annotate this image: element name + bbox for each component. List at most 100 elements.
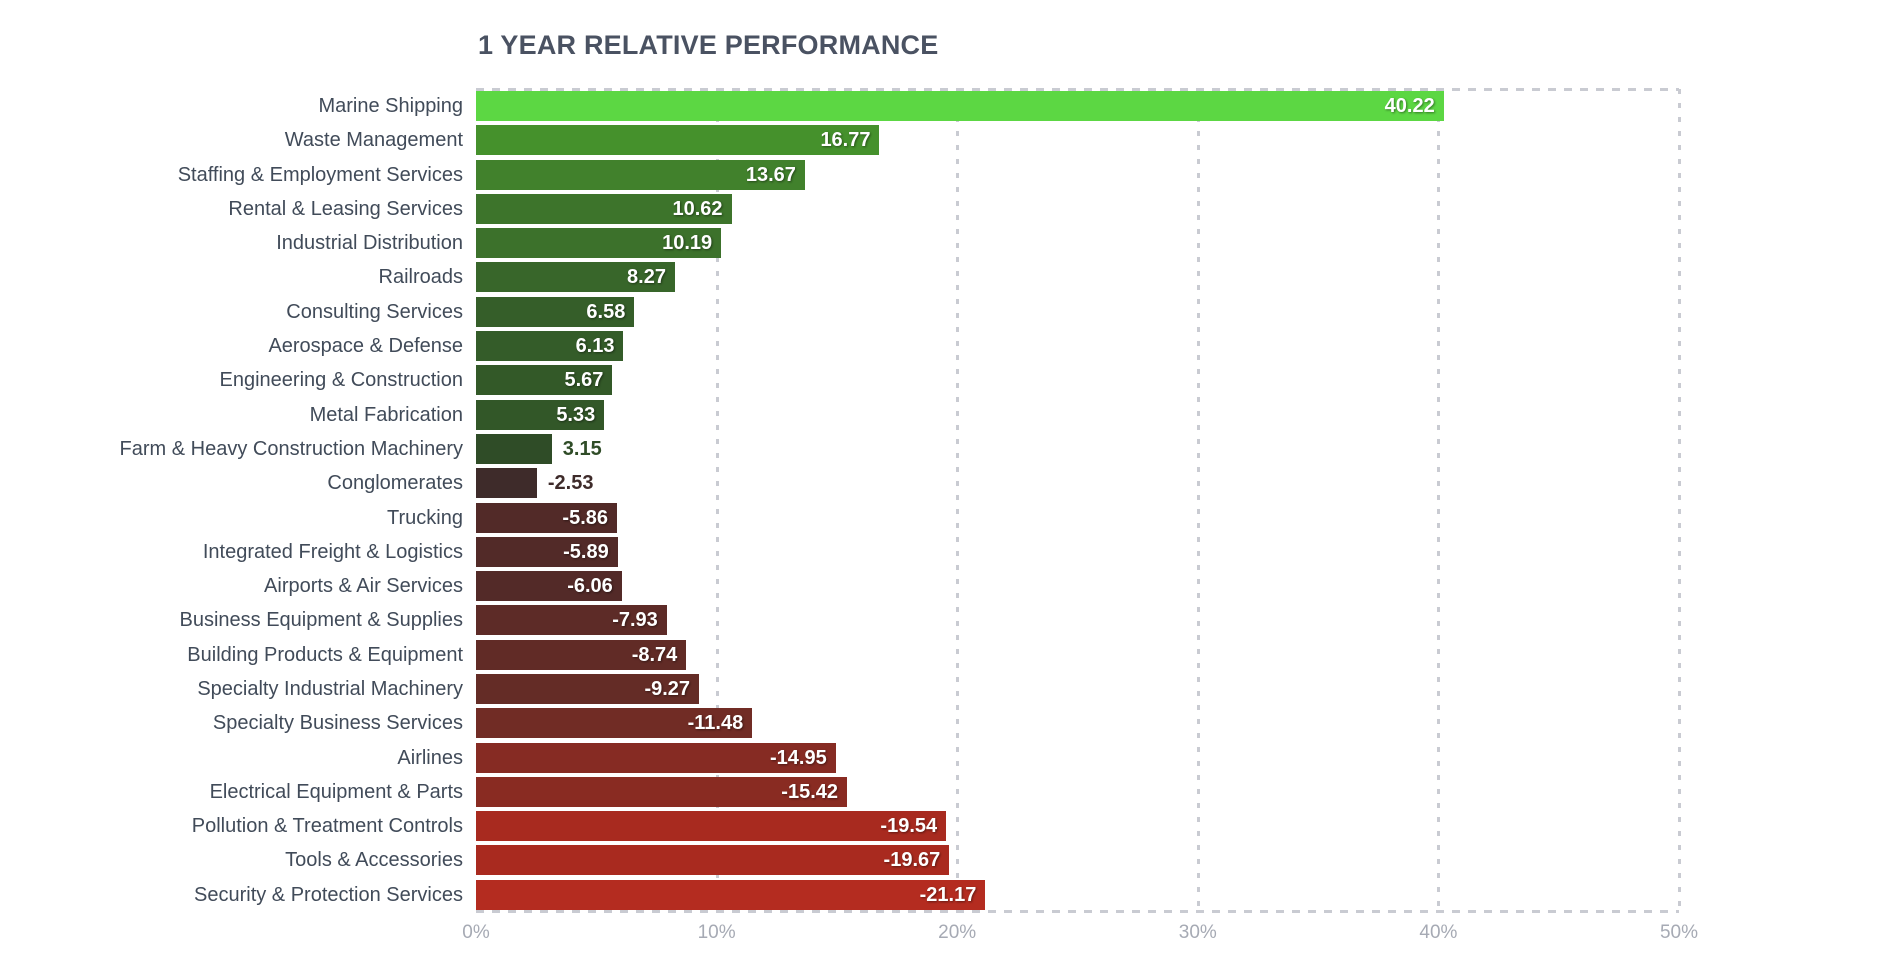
x-tick-label: 40%: [1419, 922, 1458, 943]
category-label: Specialty Industrial Machinery: [197, 677, 463, 700]
value-label: 13.67: [745, 163, 796, 186]
category-label: Farm & Heavy Construction Machinery: [119, 437, 463, 460]
bar[interactable]: [476, 399, 605, 430]
x-axis: 0% 10% 20% 30% 40% 50%: [462, 922, 1698, 952]
bar[interactable]: [476, 262, 675, 293]
category-label: Engineering & Construction: [219, 369, 463, 392]
bar-row: Airlines -14.95: [397, 741, 1679, 775]
x-tick-label: 20%: [938, 922, 977, 943]
bar[interactable]: [476, 845, 950, 876]
value-label: 5.67: [564, 369, 604, 392]
bar-row: Farm & Heavy Construction Machinery 3.15: [120, 432, 1679, 466]
bar[interactable]: [476, 296, 635, 327]
value-label: 6.13: [575, 335, 615, 358]
value-label: 10.62: [672, 197, 723, 220]
value-label: -8.74: [631, 643, 678, 666]
bar-row: Engineering & Construction 5.67: [220, 363, 1679, 397]
value-label: -14.95: [769, 746, 827, 769]
plot-area: Marine Shipping 40.22 Waste Management 16.7…: [120, 88, 1681, 913]
value-label: 6.58: [586, 300, 626, 323]
bar-row: Electrical Equipment & Parts -15.42: [210, 775, 1679, 809]
bar[interactable]: [476, 193, 732, 224]
category-label: Metal Fabrication: [309, 403, 463, 426]
bar-row: Building Products & Equipment -8.74: [187, 638, 1679, 672]
bar-row: Integrated Freight & Logistics -5.89: [203, 535, 1679, 569]
bar[interactable]: [476, 502, 617, 533]
bar[interactable]: [476, 433, 552, 464]
category-label: Tools & Accessories: [285, 849, 463, 872]
value-label: -6.06: [567, 575, 613, 598]
bar-row: Railroads 8.27: [379, 260, 1679, 294]
category-label: Staffing & Employment Services: [177, 163, 463, 186]
bar-row: Specialty Industrial Machinery -9.27: [197, 672, 1679, 706]
category-label: Airports & Air Services: [264, 575, 463, 598]
gridline-20: [956, 89, 960, 912]
category-label: Airlines: [397, 746, 463, 769]
bar-row: Specialty Business Services -11.48: [213, 706, 1679, 740]
value-label: 5.33: [556, 403, 596, 426]
bar-row: Waste Management 16.77: [285, 123, 1679, 157]
category-label: Rental & Leasing Services: [228, 197, 463, 220]
value-label: -2.53: [547, 472, 594, 495]
category-label: Specialty Business Services: [212, 712, 463, 735]
category-label: Pollution & Treatment Controls: [191, 815, 463, 838]
bar-row: Aerospace & Defense 6.13: [268, 329, 1679, 363]
value-label: 10.19: [662, 232, 713, 255]
value-label: 3.15: [562, 437, 602, 460]
x-tick-label: 30%: [1178, 922, 1217, 943]
gridline-40: [1437, 89, 1441, 912]
bar[interactable]: [476, 639, 687, 670]
bar-row: Staffing & Employment Services 13.67: [178, 158, 1679, 192]
bar[interactable]: [476, 571, 622, 602]
bar-row: Tools & Accessories -19.67: [285, 843, 1679, 877]
bar[interactable]: [476, 776, 847, 807]
bar[interactable]: [476, 365, 613, 396]
bar-row: Consulting Services 6.58: [286, 295, 1679, 329]
category-label: Trucking: [387, 506, 463, 529]
bar[interactable]: [476, 811, 947, 842]
category-label: Railroads: [378, 266, 463, 289]
gridline-30: [1196, 89, 1200, 912]
x-tick-label: 10%: [697, 922, 736, 943]
value-label: 16.77: [820, 129, 871, 152]
bar[interactable]: [476, 605, 667, 636]
value-label: -19.67: [883, 849, 941, 872]
category-label: Waste Management: [284, 129, 463, 152]
value-label: -11.48: [687, 712, 744, 735]
value-label: -7.93: [612, 609, 658, 632]
x-tick-label: 50%: [1659, 922, 1699, 943]
bar[interactable]: [476, 708, 753, 739]
x-tick-label: 0%: [462, 922, 490, 943]
bar[interactable]: [476, 468, 537, 499]
category-label: Industrial Distribution: [276, 232, 463, 255]
value-label: -5.89: [563, 540, 609, 563]
value-label: 40.22: [1384, 95, 1435, 117]
bar-row: Conglomerates -2.53: [327, 466, 1679, 500]
bar[interactable]: [476, 125, 880, 156]
bar-row: Industrial Distribution 10.19: [276, 226, 1679, 260]
bar-row: Rental & Leasing Services 10.62: [228, 192, 1679, 226]
bar[interactable]: [476, 879, 986, 910]
category-label: Marine Shipping: [318, 95, 463, 117]
bar-row: Pollution & Treatment Controls -19.54: [192, 809, 1679, 843]
bar[interactable]: [476, 673, 700, 704]
category-label: Business Equipment & Supplies: [179, 609, 464, 632]
value-label: -15.42: [781, 780, 839, 803]
bar[interactable]: [476, 91, 1444, 121]
category-label: Consulting Services: [286, 300, 463, 323]
bar-row: Marine Shipping 40.22: [318, 89, 1679, 123]
category-label: Electrical Equipment & Parts: [209, 780, 463, 803]
category-label: Conglomerates: [327, 472, 463, 495]
bar-row: Trucking -5.86: [387, 501, 1679, 535]
value-label: -9.27: [644, 677, 691, 700]
gridline-10: [715, 89, 719, 912]
bar[interactable]: [476, 228, 722, 259]
bar[interactable]: [476, 331, 624, 362]
category-label: Aerospace & Defense: [268, 335, 463, 358]
value-label: 8.27: [627, 266, 666, 289]
bar[interactable]: [476, 536, 618, 567]
bar-row: Security & Protection Services -21.17: [194, 878, 1679, 912]
category-label: Security & Protection Services: [194, 883, 463, 906]
bar[interactable]: [476, 159, 805, 190]
bar[interactable]: [476, 742, 836, 773]
